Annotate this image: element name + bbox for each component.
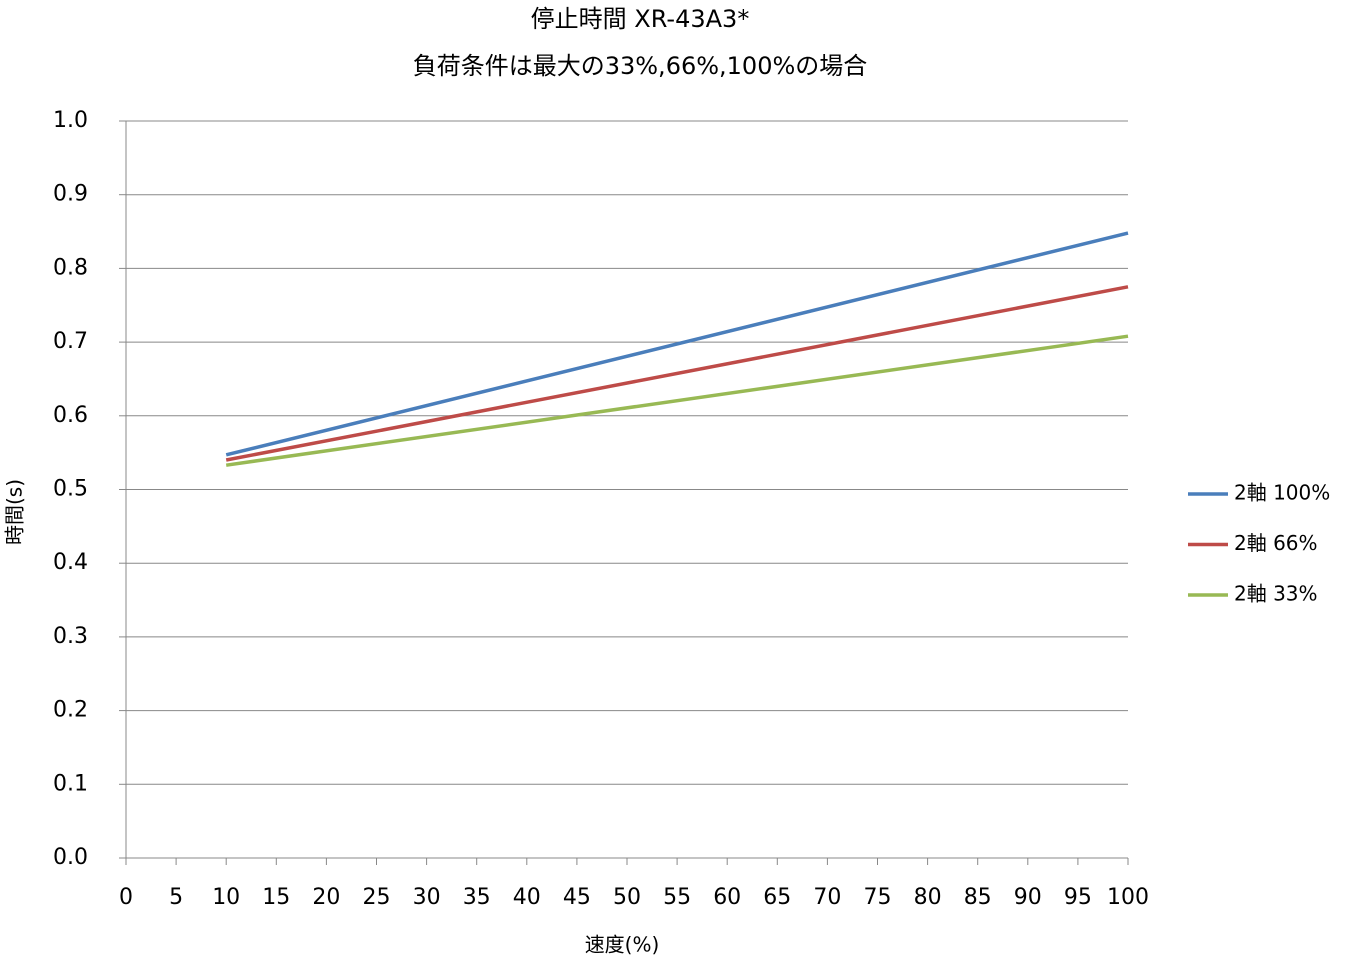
x-tick-label: 25	[363, 885, 391, 910]
x-tick-label: 80	[914, 885, 942, 910]
x-axis-label: 速度(%)	[585, 933, 660, 957]
chart-subtitle: 負荷条件は最大の33%,66%,100%の場合	[413, 52, 868, 80]
y-tick-label: 0.3	[53, 624, 88, 649]
x-tick-label: 40	[513, 885, 541, 910]
series-line	[225, 285, 1129, 462]
legend-label: 2軸 100%	[1234, 481, 1330, 505]
x-tick-label: 30	[413, 885, 441, 910]
x-tick-label: 60	[713, 885, 741, 910]
x-tick-label: 10	[212, 885, 240, 910]
y-tick-label: 0.9	[53, 182, 88, 207]
y-tick-label: 0.4	[53, 550, 88, 575]
y-tick-label: 0.2	[53, 698, 88, 723]
x-tick-label: 75	[864, 885, 892, 910]
series-line	[225, 334, 1129, 467]
x-tick-label: 35	[463, 885, 491, 910]
y-tick-label: 0.5	[53, 477, 88, 502]
x-tick-label: 5	[169, 885, 183, 910]
x-tick-label: 100	[1107, 885, 1149, 910]
x-tick-label: 45	[563, 885, 591, 910]
y-tick-label: 0.1	[53, 771, 88, 796]
y-tick-label: 0.0	[53, 845, 88, 870]
legend-label: 2軸 33%	[1234, 582, 1318, 606]
x-tick-label: 55	[663, 885, 691, 910]
x-tick-label: 50	[613, 885, 641, 910]
x-tick-label: 95	[1064, 885, 1092, 910]
x-tick-label: 20	[312, 885, 340, 910]
x-tick-label: 90	[1014, 885, 1042, 910]
y-tick-label: 0.7	[53, 329, 88, 354]
legend-label: 2軸 66%	[1234, 531, 1318, 555]
y-axis-label: 時間(s)	[3, 479, 27, 545]
y-tick-label: 1.0	[53, 108, 88, 133]
series-line	[225, 231, 1129, 457]
y-tick-label: 0.6	[53, 403, 88, 428]
x-tick-label: 65	[763, 885, 791, 910]
x-tick-label: 0	[119, 885, 133, 910]
x-tick-label: 85	[964, 885, 992, 910]
x-tick-label: 15	[262, 885, 290, 910]
x-tick-label: 70	[813, 885, 841, 910]
chart-title: 停止時間 XR-43A3*	[531, 5, 750, 33]
y-tick-label: 0.8	[53, 255, 88, 280]
